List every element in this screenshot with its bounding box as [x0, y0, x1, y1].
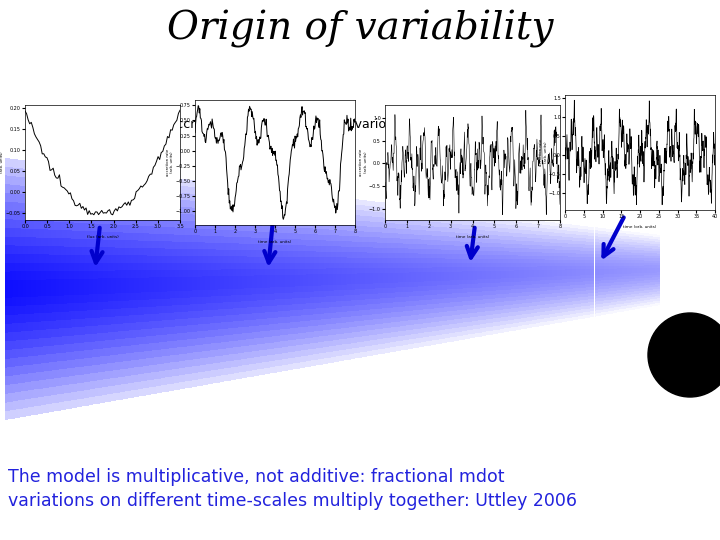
Y-axis label: accretion rate
(arb. units): accretion rate (arb. units)	[166, 149, 174, 176]
Circle shape	[648, 313, 720, 397]
Y-axis label: accretion rate
(arb. units): accretion rate (arb. units)	[0, 149, 4, 176]
X-axis label: time (arb. units): time (arb. units)	[258, 240, 292, 244]
X-axis label: time (arb. units): time (arb. units)	[456, 235, 489, 239]
Text: Accretion rate fluctuations at various disk radii: Accretion rate fluctuations at various d…	[168, 118, 462, 131]
Y-axis label: accretion rate
(arb. units): accretion rate (arb. units)	[359, 149, 368, 176]
Text: variations on different time-scales multiply together: Uttley 2006: variations on different time-scales mult…	[8, 492, 577, 510]
X-axis label: time (orb. units): time (orb. units)	[624, 225, 657, 229]
Y-axis label: accretion rate
(arb. units): accretion rate (arb. units)	[539, 139, 548, 166]
Text: The model is multiplicative, not additive: fractional mdot: The model is multiplicative, not additiv…	[8, 468, 505, 486]
X-axis label: flux (arb. units): flux (arb. units)	[86, 235, 118, 239]
Text: Origin of variability: Origin of variability	[167, 10, 553, 48]
